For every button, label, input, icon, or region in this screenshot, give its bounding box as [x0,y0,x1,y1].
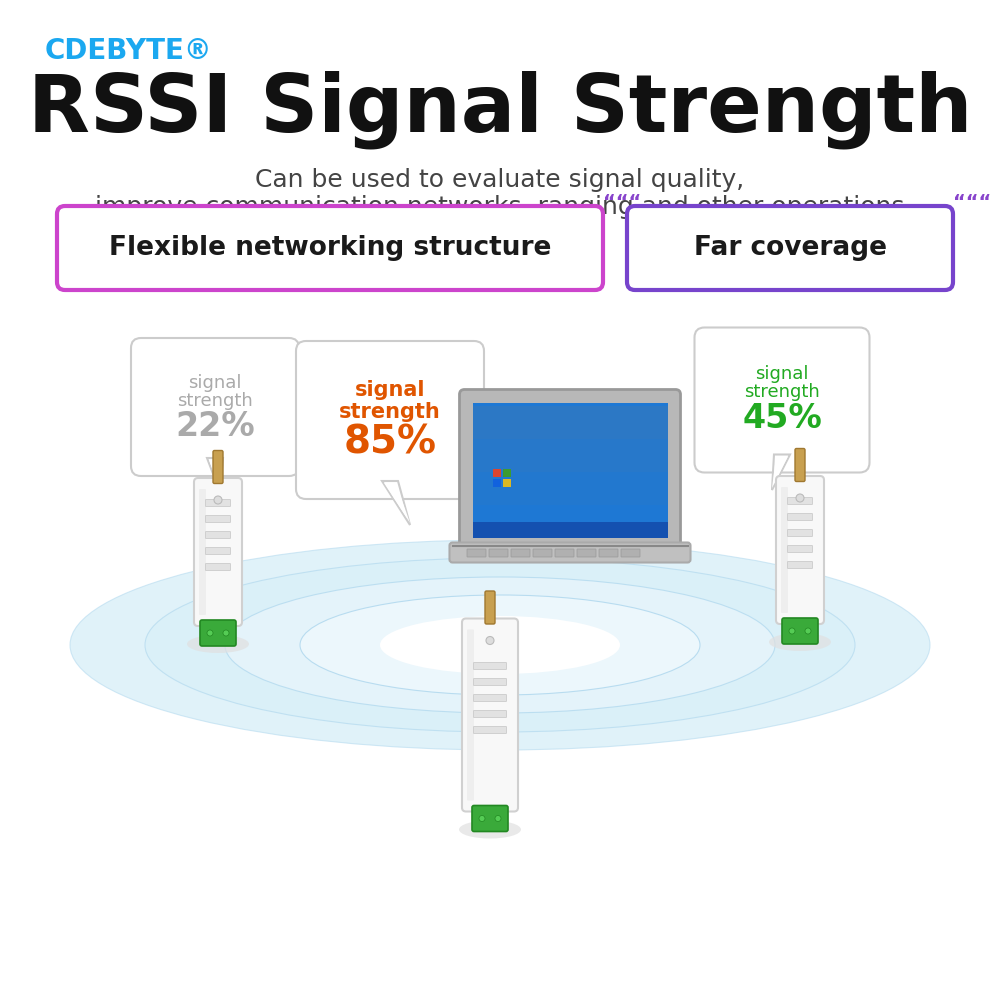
FancyBboxPatch shape [489,549,508,557]
Ellipse shape [300,595,700,695]
FancyBboxPatch shape [467,549,486,557]
Text: “““: “““ [603,193,641,212]
Polygon shape [209,460,221,490]
Text: signal: signal [755,365,809,383]
Text: 85%: 85% [344,423,436,461]
FancyBboxPatch shape [473,472,668,504]
Text: 45%: 45% [742,401,822,434]
FancyBboxPatch shape [511,549,530,557]
FancyBboxPatch shape [474,694,507,702]
Polygon shape [207,458,223,492]
Text: strength: strength [744,383,820,401]
FancyBboxPatch shape [200,620,236,646]
FancyBboxPatch shape [533,549,552,557]
FancyBboxPatch shape [503,479,511,487]
FancyBboxPatch shape [473,504,668,538]
Text: strength: strength [339,402,441,422]
FancyBboxPatch shape [577,549,596,557]
Text: strength: strength [177,392,253,410]
FancyBboxPatch shape [467,630,474,800]
FancyBboxPatch shape [492,469,501,477]
FancyBboxPatch shape [474,678,507,686]
FancyBboxPatch shape [206,532,230,538]
Polygon shape [382,481,410,525]
Ellipse shape [225,577,775,713]
FancyBboxPatch shape [781,487,788,613]
Circle shape [214,496,222,504]
Ellipse shape [187,635,249,653]
FancyBboxPatch shape [795,448,805,482]
FancyBboxPatch shape [473,522,668,538]
FancyBboxPatch shape [57,206,603,290]
FancyBboxPatch shape [788,546,812,552]
FancyBboxPatch shape [788,514,812,520]
FancyBboxPatch shape [788,562,812,568]
Polygon shape [772,456,788,488]
Text: signal: signal [355,380,425,400]
Text: RSSI Signal Strength: RSSI Signal Strength [28,71,972,149]
Circle shape [805,628,811,634]
Circle shape [479,816,485,822]
FancyBboxPatch shape [788,530,812,536]
FancyBboxPatch shape [474,662,507,670]
FancyBboxPatch shape [473,402,668,538]
Text: improve communication networks, ranging and other operations: improve communication networks, ranging … [95,195,905,219]
Text: 22%: 22% [175,410,255,444]
Circle shape [796,494,804,502]
Circle shape [207,630,213,636]
FancyBboxPatch shape [782,618,818,644]
Text: CDEBYTE®: CDEBYTE® [45,37,213,65]
Text: “““: “““ [953,193,991,212]
FancyBboxPatch shape [206,564,230,570]
Polygon shape [384,483,410,523]
Text: Far coverage: Far coverage [694,235,887,261]
FancyBboxPatch shape [206,516,230,522]
Circle shape [789,628,795,634]
Ellipse shape [380,616,620,674]
FancyBboxPatch shape [473,438,668,472]
FancyBboxPatch shape [492,479,501,487]
FancyBboxPatch shape [462,618,518,812]
FancyBboxPatch shape [776,476,824,624]
Text: signal: signal [188,374,242,392]
Circle shape [486,637,494,645]
FancyBboxPatch shape [627,206,953,290]
FancyBboxPatch shape [621,549,640,557]
Circle shape [223,630,229,636]
FancyBboxPatch shape [599,549,618,557]
FancyBboxPatch shape [199,489,206,615]
FancyBboxPatch shape [460,389,680,550]
Polygon shape [772,454,790,490]
FancyBboxPatch shape [473,406,668,438]
FancyBboxPatch shape [296,341,484,499]
FancyBboxPatch shape [206,499,230,506]
FancyBboxPatch shape [694,328,870,473]
FancyBboxPatch shape [788,497,812,504]
Ellipse shape [769,633,831,651]
Text: Can be used to evaluate signal quality,: Can be used to evaluate signal quality, [255,168,745,192]
Text: Flexible networking structure: Flexible networking structure [109,235,551,261]
Ellipse shape [459,820,521,838]
FancyBboxPatch shape [194,478,242,626]
FancyBboxPatch shape [472,806,508,832]
FancyBboxPatch shape [206,548,230,554]
FancyBboxPatch shape [474,710,507,718]
Ellipse shape [70,540,930,750]
FancyBboxPatch shape [485,591,495,624]
FancyBboxPatch shape [450,542,690,562]
FancyBboxPatch shape [474,726,507,734]
FancyBboxPatch shape [213,450,223,484]
Circle shape [495,816,501,822]
FancyBboxPatch shape [555,549,574,557]
Ellipse shape [145,558,855,732]
FancyBboxPatch shape [131,338,299,476]
FancyBboxPatch shape [503,469,511,477]
